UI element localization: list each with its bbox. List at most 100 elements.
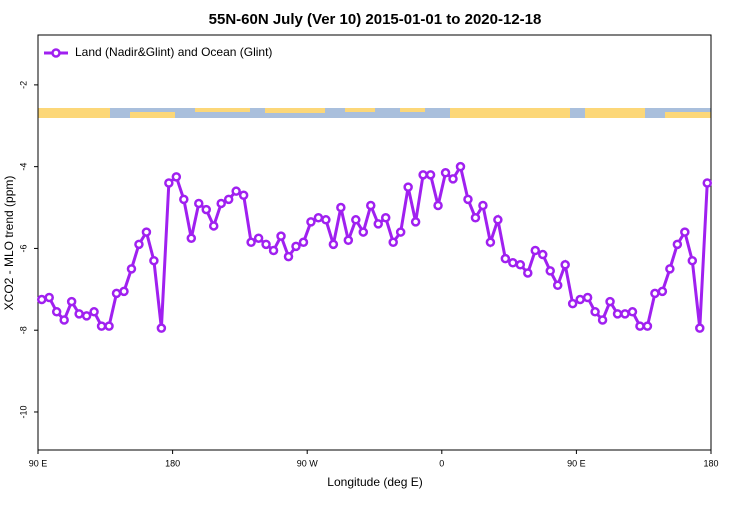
- data-point: [111, 288, 122, 299]
- x-tick-label: 90 W: [297, 458, 319, 468]
- data-point: [149, 255, 159, 266]
- data-point: [560, 260, 570, 270]
- data-point: [66, 296, 77, 307]
- data-point: [283, 251, 294, 262]
- plot-frame: [37, 34, 712, 451]
- data-point: [702, 178, 713, 188]
- data-point: [552, 280, 563, 290]
- data-point: [410, 217, 421, 227]
- x-tick-label: 90 E: [567, 458, 586, 468]
- data-point: [119, 286, 129, 297]
- x-tick-label: 90 E: [29, 458, 48, 468]
- data-point: [635, 321, 645, 331]
- chart-title: 55N-60N July (Ver 10) 2015-01-01 to 2020…: [209, 11, 542, 28]
- data-point: [134, 239, 144, 250]
- data-point: [336, 202, 346, 213]
- x-tick-label: 180: [703, 458, 718, 468]
- data-point: [418, 170, 428, 180]
- legend-marker: [51, 48, 61, 58]
- data-point: [36, 294, 47, 305]
- data-point: [485, 237, 496, 248]
- y-tick-label: -8: [18, 326, 28, 334]
- y-tick-label: -2: [18, 81, 28, 89]
- data-point: [194, 198, 204, 209]
- data-point: [343, 235, 354, 246]
- data-point: [179, 194, 189, 205]
- legend-label: Land (Nadir&Glint) and Ocean (Glint): [75, 45, 272, 59]
- data-point: [395, 227, 406, 237]
- data-point: [523, 268, 533, 278]
- data-point: [695, 323, 705, 333]
- data-point: [440, 168, 451, 178]
- data-point: [81, 311, 92, 321]
- data-point: [455, 161, 466, 172]
- data-point: [463, 194, 473, 205]
- data-point: [44, 292, 54, 303]
- y-tick-label: -4: [18, 163, 28, 171]
- data-point: [313, 213, 324, 223]
- data-point: [74, 309, 84, 319]
- data-point: [687, 255, 698, 266]
- data-point: [612, 309, 623, 319]
- data-point: [156, 323, 167, 333]
- data-point: [493, 215, 503, 225]
- data-point: [403, 182, 413, 192]
- data-point: [575, 294, 585, 305]
- data-point: [59, 315, 69, 325]
- data-point: [530, 245, 541, 256]
- data-point: [433, 200, 443, 211]
- data-point: [642, 321, 653, 331]
- data-point: [141, 227, 152, 237]
- data-point: [508, 257, 518, 268]
- data-point: [567, 298, 578, 309]
- data-point: [51, 307, 62, 317]
- data-point: [597, 315, 608, 325]
- data-point: [96, 321, 107, 331]
- data-point: [680, 227, 690, 237]
- data-point: [380, 213, 391, 223]
- data-point: [104, 321, 114, 331]
- data-point: [306, 217, 316, 227]
- data-point: [261, 239, 271, 250]
- data-point: [223, 194, 234, 205]
- data-point: [500, 253, 511, 264]
- data-point: [650, 288, 660, 299]
- data-point: [208, 221, 219, 231]
- data-point: [425, 170, 436, 180]
- data-point: [358, 227, 369, 237]
- data-point: [186, 233, 197, 243]
- data-point: [238, 190, 249, 201]
- x-axis-label: Longitude (deg E): [327, 475, 422, 489]
- data-point: [582, 292, 593, 303]
- data-point: [164, 178, 174, 188]
- data-point: [216, 198, 226, 209]
- data-point: [291, 241, 301, 252]
- data-point: [276, 231, 286, 241]
- y-tick-label: -10: [18, 405, 28, 418]
- data-point: [231, 186, 241, 196]
- data-point: [89, 307, 99, 317]
- data-point: [478, 200, 488, 211]
- data-point: [545, 266, 555, 276]
- data-point: [627, 307, 638, 317]
- data-point: [672, 239, 683, 250]
- y-axis-label: XCO2 - MLO trend (ppm): [2, 176, 16, 311]
- data-point: [657, 286, 668, 297]
- data-point: [373, 219, 383, 229]
- data-point: [590, 307, 600, 317]
- data-point: [321, 215, 331, 225]
- data-point: [620, 309, 630, 319]
- data-point: [268, 245, 279, 256]
- data-point: [366, 200, 376, 211]
- data-point: [665, 264, 675, 274]
- data-point: [470, 213, 481, 223]
- data-point: [538, 249, 548, 260]
- data-point: [388, 237, 398, 248]
- data-point: [253, 233, 264, 243]
- map-strip: [38, 108, 711, 118]
- data-point: [605, 296, 615, 307]
- data-point: [246, 237, 256, 248]
- data-point: [201, 204, 211, 215]
- data-point: [351, 215, 361, 225]
